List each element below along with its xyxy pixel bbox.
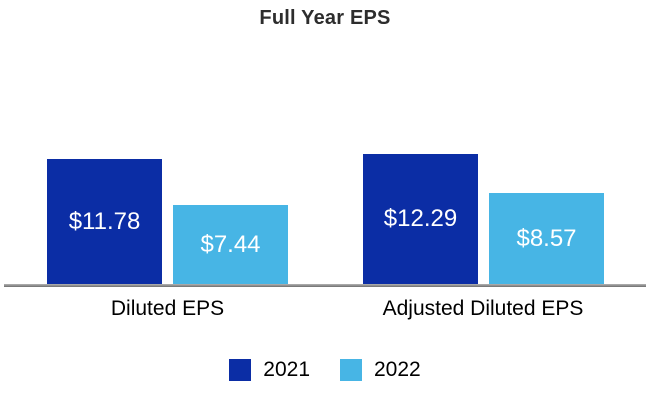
legend-swatch-2021 (229, 359, 252, 381)
legend-item-2022: 2022 (340, 358, 421, 382)
legend-label-2022: 2022 (374, 358, 421, 381)
legend: 2021 2022 (0, 358, 650, 382)
bar-value-label: $11.78 (68, 207, 141, 235)
bar-value-label: $8.57 (516, 224, 577, 252)
bar-2022-adjusted-diluted-eps: $8.57 (489, 193, 604, 284)
chart-title: Full Year EPS (259, 7, 391, 29)
category-label-adjusted-diluted-eps: Adjusted Diluted EPS (382, 297, 584, 320)
category-label-diluted-eps: Diluted EPS (110, 297, 225, 320)
legend-item-2021: 2021 (229, 358, 310, 382)
bar-value-label: $12.29 (383, 205, 458, 232)
bar-2022-diluted-eps: $7.44 (173, 205, 288, 284)
legend-swatch-2022 (340, 359, 362, 381)
bar-2021-adjusted-diluted-eps: $12.29 (363, 154, 478, 284)
bar-2021-diluted-eps: $11.78 (47, 159, 162, 284)
bar-value-label: $7.44 (200, 230, 261, 258)
x-axis-line (4, 284, 646, 287)
legend-label-2021: 2021 (263, 358, 310, 381)
